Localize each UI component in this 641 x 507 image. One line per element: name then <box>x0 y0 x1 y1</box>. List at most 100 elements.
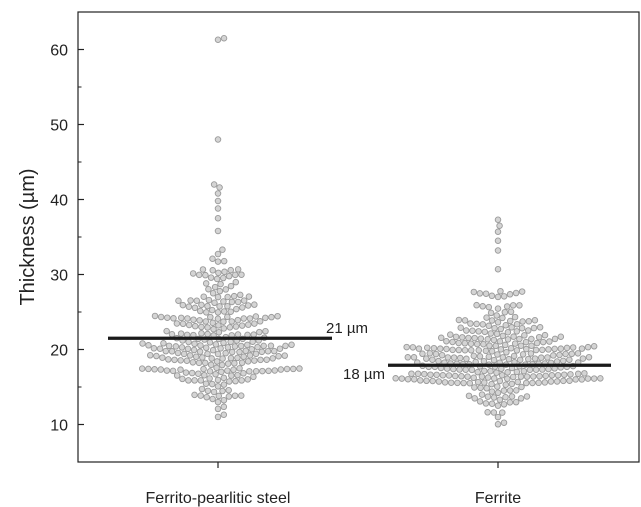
data-point <box>162 347 170 355</box>
data-point <box>460 379 467 387</box>
data-point <box>234 266 242 273</box>
data-point <box>237 342 245 350</box>
data-point <box>498 371 506 379</box>
data-point <box>471 384 478 391</box>
data-point <box>239 304 246 311</box>
data-point <box>497 325 505 333</box>
data-point <box>566 356 573 363</box>
data-point <box>527 350 535 357</box>
data-point <box>535 333 543 341</box>
data-point <box>192 353 200 360</box>
data-point <box>172 343 180 350</box>
data-point <box>219 355 226 362</box>
data-point <box>214 315 222 323</box>
data-point <box>490 394 498 401</box>
data-point <box>197 377 205 384</box>
data-point <box>421 370 428 378</box>
data-point <box>502 322 509 329</box>
data-point <box>214 405 222 413</box>
data-point <box>209 255 216 262</box>
data-point <box>467 347 475 354</box>
y-tick-label: 40 <box>50 193 68 210</box>
y-tick-label: 20 <box>50 343 68 360</box>
data-point <box>185 377 192 384</box>
data-point <box>245 293 253 300</box>
data-point <box>572 376 579 383</box>
data-point <box>518 324 526 332</box>
data-point <box>224 360 232 367</box>
data-point <box>277 366 285 373</box>
data-point <box>475 328 482 335</box>
data-point <box>523 379 530 387</box>
data-point <box>163 327 170 335</box>
data-point <box>145 342 152 349</box>
data-point <box>468 366 476 374</box>
data-point <box>455 346 463 354</box>
data-point <box>494 266 502 273</box>
data-point <box>423 355 430 362</box>
data-point <box>513 328 521 335</box>
data-point <box>520 367 528 375</box>
data-point <box>562 350 569 358</box>
data-point <box>214 136 222 143</box>
data-point <box>177 366 184 373</box>
data-point <box>198 301 205 309</box>
data-point <box>195 370 202 377</box>
data-point <box>502 341 509 349</box>
data-point <box>545 346 552 353</box>
data-point <box>264 347 272 355</box>
data-point <box>177 314 185 322</box>
data-point <box>207 274 215 281</box>
data-point <box>216 287 224 295</box>
data-point <box>457 324 464 332</box>
data-point <box>452 333 460 341</box>
data-point <box>204 324 211 331</box>
data-point <box>244 358 252 365</box>
data-point <box>462 366 469 374</box>
data-point <box>497 346 505 353</box>
data-point <box>224 313 231 321</box>
data-point <box>237 392 245 399</box>
y-axis-title: Thickness (µm) <box>17 168 39 305</box>
data-point <box>214 197 222 205</box>
data-point <box>494 351 501 358</box>
data-point <box>214 258 222 265</box>
data-point <box>195 271 203 279</box>
data-point <box>560 377 567 385</box>
data-point <box>554 371 562 379</box>
data-point <box>226 324 234 331</box>
data-point <box>455 339 462 347</box>
data-point <box>197 342 204 349</box>
data-point <box>227 338 234 346</box>
data-point <box>226 378 233 385</box>
data-point <box>511 313 519 321</box>
data-point <box>203 393 210 401</box>
data-point <box>539 338 547 346</box>
data-point <box>479 303 486 310</box>
data-point <box>276 345 284 353</box>
data-point <box>204 302 211 310</box>
data-point <box>419 350 426 358</box>
data-point <box>186 352 194 359</box>
data-point <box>168 348 176 355</box>
data-point <box>423 377 430 385</box>
data-point <box>212 371 219 378</box>
x-category-label: Ferrito-pearlitic steel <box>146 490 291 507</box>
data-point <box>139 340 146 347</box>
data-point <box>214 190 222 197</box>
data-point <box>487 368 494 375</box>
data-point <box>202 344 210 352</box>
data-point <box>590 375 598 382</box>
data-point <box>500 401 508 408</box>
data-point <box>225 393 233 400</box>
data-point <box>198 330 205 337</box>
data-point <box>541 379 549 386</box>
y-tick-label: 30 <box>50 268 68 285</box>
data-point <box>216 303 223 310</box>
data-point <box>208 380 216 388</box>
data-point <box>245 321 252 328</box>
data-point <box>450 365 457 373</box>
data-point <box>156 345 164 353</box>
data-point <box>220 318 227 325</box>
data-point <box>252 350 260 358</box>
